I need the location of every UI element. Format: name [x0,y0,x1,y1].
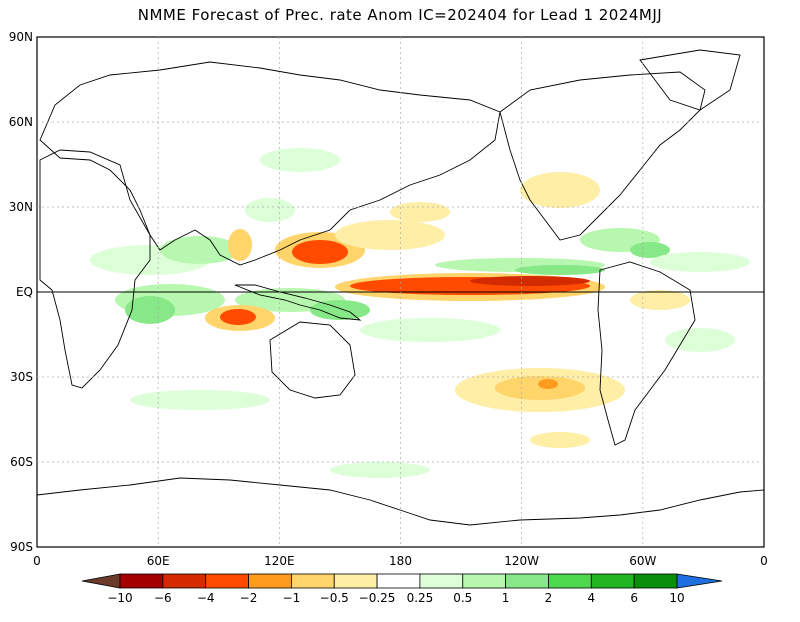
anomaly-region [292,240,348,264]
anomaly-region [495,376,585,400]
colorbar-label: −4 [197,591,215,605]
colorbar-label: 4 [587,591,595,605]
anomaly-region [125,296,175,324]
colorbar-label: −10 [107,591,132,605]
colorbar-box [419,573,464,589]
anomaly-region [650,252,750,272]
colorbar-label: 6 [630,591,638,605]
colorbar-label: 10 [669,591,684,605]
colorbar-box [290,573,335,589]
anomaly-region [260,148,340,172]
colorbar-box [333,573,378,589]
lon-label: 120W [504,554,539,568]
lon-label: 120E [264,554,295,568]
anomaly-region [630,242,670,258]
colorbar-box [162,573,207,589]
colorbar-label: −6 [154,591,172,605]
lat-label: 60S [10,455,33,469]
greenland-outline [639,49,741,111]
lon-label: 60E [147,554,170,568]
anomaly-region [335,220,445,250]
anomaly-region [228,229,252,261]
lon-label: 60W [629,554,656,568]
lat-label: 90N [9,30,33,44]
eurasia-outline [39,61,501,266]
colorbar-box [548,573,592,589]
longitude-labels: 0 60E 120E 180 120W 60W 0 [33,554,768,568]
lon-label: 180 [389,554,412,568]
anomaly-region [310,300,370,320]
colorbar-label: 0.25 [407,591,434,605]
precip-anomaly-layer [90,148,750,478]
lat-label: 30S [10,370,33,384]
colorbar-box [462,573,507,589]
colorbar-label: 0.5 [453,591,472,605]
lon-label: 0 [760,554,768,568]
anomaly-region [470,276,590,286]
lat-label: 90S [10,540,33,554]
anomaly-region [520,172,600,208]
colorbar-box [119,573,164,589]
anomaly-region [130,390,270,410]
lat-label: 30N [9,200,33,214]
anomaly-region [160,236,240,264]
colorbar-right-arrow [676,573,723,589]
north-america-outline [499,71,706,241]
colorbar-box [590,573,635,589]
lat-label: EQ [16,285,33,299]
anomaly-region [538,379,558,389]
anomaly-region [220,309,256,325]
colorbar: −10 −6 −4 −2 −1 −0.5 −0.25 0.25 0.5 1 2 4 6 10 [81,573,723,605]
colorbar-box [205,573,249,589]
colorbar-left-arrow [81,573,121,589]
colorbar-box [633,573,678,589]
graticule [37,37,764,547]
colorbar-box [505,573,549,589]
anomaly-region [530,432,590,448]
anomaly-region [330,462,430,478]
anomaly-region [665,328,735,352]
colorbar-label: −0.5 [320,591,349,605]
continent-outlines [36,49,765,526]
australia-outline [269,321,356,399]
south-america-outline [597,261,696,446]
colorbar-label: 2 [545,591,553,605]
colorbar-label: −0.25 [359,591,396,605]
colorbar-label: −1 [283,591,301,605]
colorbar-box [248,573,292,589]
africa-outline [39,149,151,389]
colorbar-label: −2 [240,591,258,605]
colorbar-box [376,573,421,589]
latitude-labels: 90N 60N 30N EQ 30S 60S 90S [9,30,33,554]
antarctica-outline [36,477,765,526]
anomaly-region [245,198,295,222]
anomaly-region [515,265,605,275]
lon-label: 0 [33,554,41,568]
anomaly-region [390,202,450,222]
map-title: NMME Forecast of Prec. rate Anom IC=2024… [137,6,663,24]
anomaly-region [360,318,500,342]
lat-label: 60N [9,115,33,129]
anomaly-region [630,290,690,310]
colorbar-label: 1 [502,591,510,605]
